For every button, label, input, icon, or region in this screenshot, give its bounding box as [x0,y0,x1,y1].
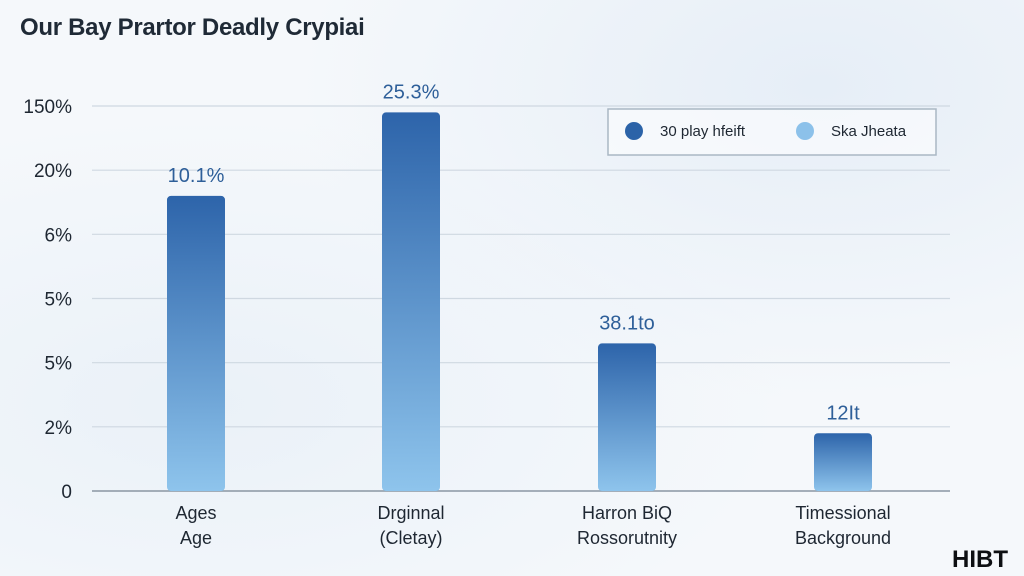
bar-4 [814,433,872,491]
watermark-logo: HIBT [952,546,1008,573]
y-tick-label: 0 [61,482,72,503]
y-tick-label: 2% [45,418,73,439]
category-label-1-line-2: Age [180,528,212,548]
data-label-1: 10.1% [168,165,225,187]
y-tick-label: 6% [45,225,73,246]
bar-3 [598,343,656,491]
x-axis-labels: Ages Age Drginnal (Cletay) Harron BiQ Rossoru… [175,503,891,548]
legend-swatch-1 [625,122,643,140]
y-axis-ticks: 0 2% 5% 5% 6% 20% 150% [23,97,72,503]
legend: 30 play hfeift Ska Jheata [607,108,937,156]
category-label-2-line-1: Drginnal [377,503,444,523]
bar-1 [167,195,225,492]
data-label-3: 38.1to [599,312,655,334]
legend-label-1: 30 play hfeift [660,123,746,140]
data-label-4: 12It [826,402,860,424]
chart-title: Our Bay Prartor Deadly Crypiai [20,14,365,41]
legend-label-2: Ska Jheata [831,123,907,140]
legend-swatch-2 [796,122,814,140]
category-label-3-line-1: Harron BiQ [582,503,672,523]
bars [167,112,872,492]
y-tick-label: 5% [45,290,73,311]
category-label-4-line-1: Timessional [795,503,890,523]
grid-lines [92,105,950,492]
y-tick-label: 5% [45,354,73,375]
y-tick-label: 20% [34,161,72,182]
y-tick-label: 150% [23,97,72,118]
category-label-2-line-2: (Cletay) [379,528,442,548]
category-label-4-line-2: Background [795,528,891,548]
data-labels: 10.1% 25.3% 38.1to 12It [168,81,860,424]
category-label-1-line-1: Ages [175,503,216,523]
bar-2 [382,112,440,492]
data-label-2: 25.3% [383,81,440,103]
category-label-3-line-2: Rossorutnity [577,528,677,548]
